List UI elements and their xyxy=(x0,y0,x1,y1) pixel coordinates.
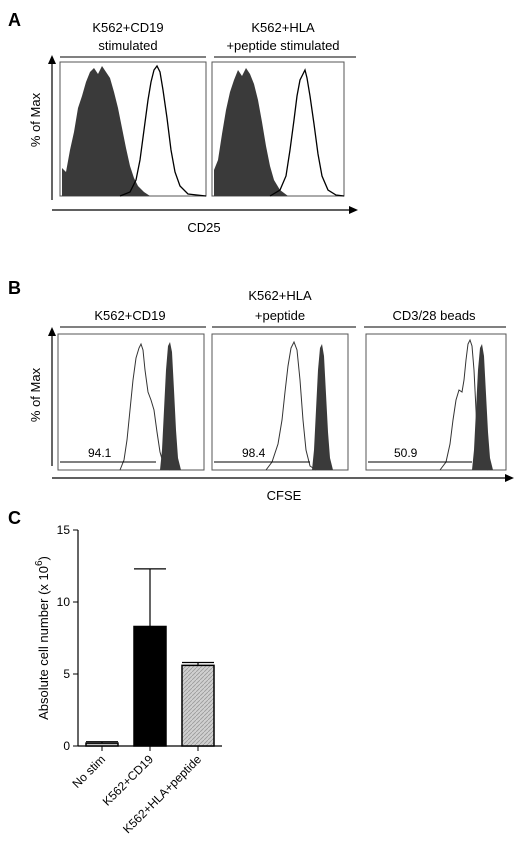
panel-b-header-1: K562+CD19 xyxy=(94,308,165,323)
panel-a-histogram-1 xyxy=(59,61,207,197)
panel-a-xlabel: CD25 xyxy=(187,220,220,235)
panel-c-ylabel: Absolute cell number (x 106) xyxy=(34,556,51,720)
panel-c-y-tick-label: 10 xyxy=(57,595,71,609)
panel-b-histogram-1-filled-peak xyxy=(160,342,181,470)
panel-c-ylabel-close: ) xyxy=(36,556,51,560)
panel-b-histogram-2-gate-value: 98.4 xyxy=(242,446,266,460)
panel-c-y-tick-label: 15 xyxy=(57,523,71,537)
panel-c-x-tick-label: No stim xyxy=(69,752,108,791)
panel-b-histogram-3-filled-peak xyxy=(472,344,493,470)
panel-a-header-1-line-1: K562+CD19 xyxy=(92,20,163,35)
panel-b-header-3: CD3/28 beads xyxy=(392,308,476,323)
panel-b-ylabel: % of Max xyxy=(28,367,43,422)
panel-c-bars xyxy=(85,568,215,747)
panel-letter-a: A xyxy=(8,10,21,30)
panel-a-histogram-2-open-peak xyxy=(269,68,345,197)
panel-b-y-arrowhead xyxy=(48,327,56,336)
panel-b-histogram-3-gate-value: 50.9 xyxy=(394,446,418,460)
panel-a-histogram-2 xyxy=(211,61,345,197)
panel-letter-c: C xyxy=(8,508,21,528)
panel-b-x-arrowhead xyxy=(505,474,514,482)
panel-b: B K562+CD19 K562+HLA +peptide CD3/28 bea… xyxy=(8,278,514,503)
panel-a-histogram-2-filled-peak xyxy=(214,68,288,196)
panel-b-histogram-1-open-peak xyxy=(119,342,171,471)
panel-b-histogram-1: 94.1 xyxy=(57,333,205,471)
panel-b-histogram-3: 50.9 xyxy=(365,333,507,471)
panel-a-header-1-line-2: stimulated xyxy=(98,38,157,53)
panel-a-x-arrowhead xyxy=(349,206,358,214)
panel-a-y-arrowhead xyxy=(48,55,56,64)
panel-b-header-2-line-2: +peptide xyxy=(255,308,305,323)
panel-c-y-tick-label: 5 xyxy=(63,667,70,681)
panel-a-header-2-line-1: K562+HLA xyxy=(251,20,315,35)
panel-c-bar xyxy=(133,625,167,747)
panel-c-bar xyxy=(181,664,215,747)
panel-c-ylabel-text: Absolute cell number (x 10 xyxy=(36,566,51,720)
panel-c-bar xyxy=(85,742,119,747)
panel-a: A K562+CD19 stimulated K562+HLA +peptide… xyxy=(8,10,358,235)
panel-a-ylabel: % of Max xyxy=(28,92,43,147)
panel-c-ylabel-exponent: 6 xyxy=(34,560,45,566)
panel-b-histogram-2-open-peak xyxy=(265,340,317,471)
panel-b-histogram-2-filled-peak xyxy=(312,344,333,470)
panel-c: C Absolute cell number (x 106) 0 5 10 15 No… xyxy=(8,508,222,836)
panel-b-histogram-1-gate-value: 94.1 xyxy=(88,446,112,460)
panel-b-header-2-line-1: K562+HLA xyxy=(248,288,312,303)
panel-b-histogram-2: 98.4 xyxy=(211,333,349,471)
panel-letter-b: B xyxy=(8,278,21,298)
panel-a-header-2-line-2: +peptide stimulated xyxy=(226,38,339,53)
panel-a-histogram-1-filled-peak xyxy=(62,66,150,196)
panel-a-histogram-1-open-peak xyxy=(119,64,207,197)
panel-c-y-tick-label: 0 xyxy=(63,739,70,753)
panel-b-xlabel: CFSE xyxy=(267,488,302,503)
